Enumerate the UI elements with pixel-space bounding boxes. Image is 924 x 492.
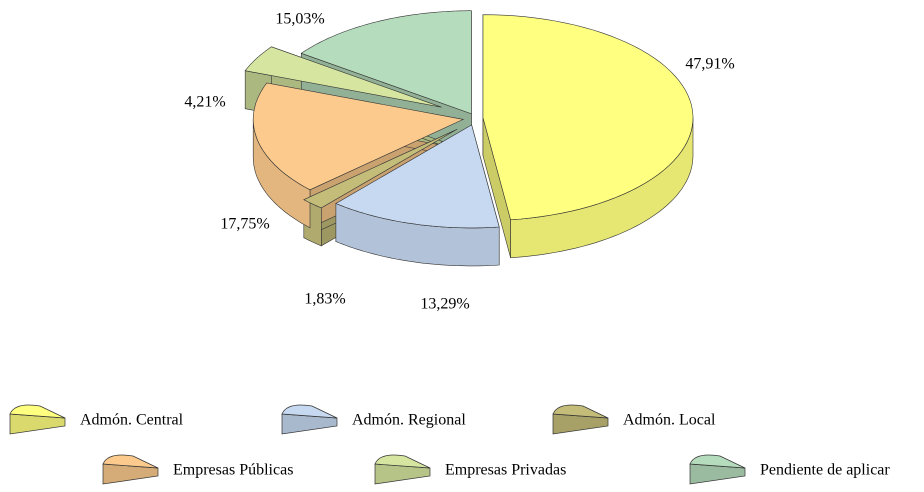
legend-swatch	[552, 404, 609, 419]
slice	[482, 14, 694, 221]
data-label: 13,29%	[420, 296, 469, 313]
slice	[244, 46, 442, 108]
data-label: 47,91%	[685, 56, 734, 73]
slice	[252, 82, 465, 191]
data-label: 1,83%	[304, 291, 345, 308]
legend-swatch	[689, 454, 746, 469]
legend-swatch	[102, 454, 159, 469]
legend-label: Admón. Regional	[352, 412, 466, 429]
legend-label: Empresas Públicas	[173, 462, 293, 479]
slice	[300, 10, 472, 115]
data-label: 17,75%	[220, 216, 269, 233]
data-label: 15,03%	[275, 11, 324, 28]
legend-swatch	[281, 404, 338, 419]
legend-swatch	[9, 404, 66, 419]
legend-swatch	[374, 454, 431, 469]
legend-label: Pendiente de aplicar	[760, 462, 890, 479]
legend-label: Admón. Local	[623, 412, 716, 429]
legend-label: Admón. Central	[80, 412, 184, 429]
slice	[335, 124, 500, 229]
legend-label: Empresas Privadas	[445, 462, 566, 479]
slice	[303, 129, 458, 209]
data-label: 4,21%	[184, 94, 225, 111]
